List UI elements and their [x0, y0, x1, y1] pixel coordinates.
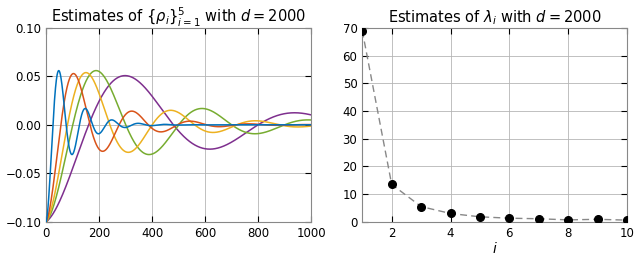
X-axis label: i: i — [493, 242, 497, 256]
Title: Estimates of $\{\rho_i\}_{i=1}^5$ with $d = 2000$: Estimates of $\{\rho_i\}_{i=1}^5$ with $… — [51, 6, 307, 29]
Title: Estimates of $\lambda_i$ with $d = 2000$: Estimates of $\lambda_i$ with $d = 2000$ — [388, 8, 602, 27]
